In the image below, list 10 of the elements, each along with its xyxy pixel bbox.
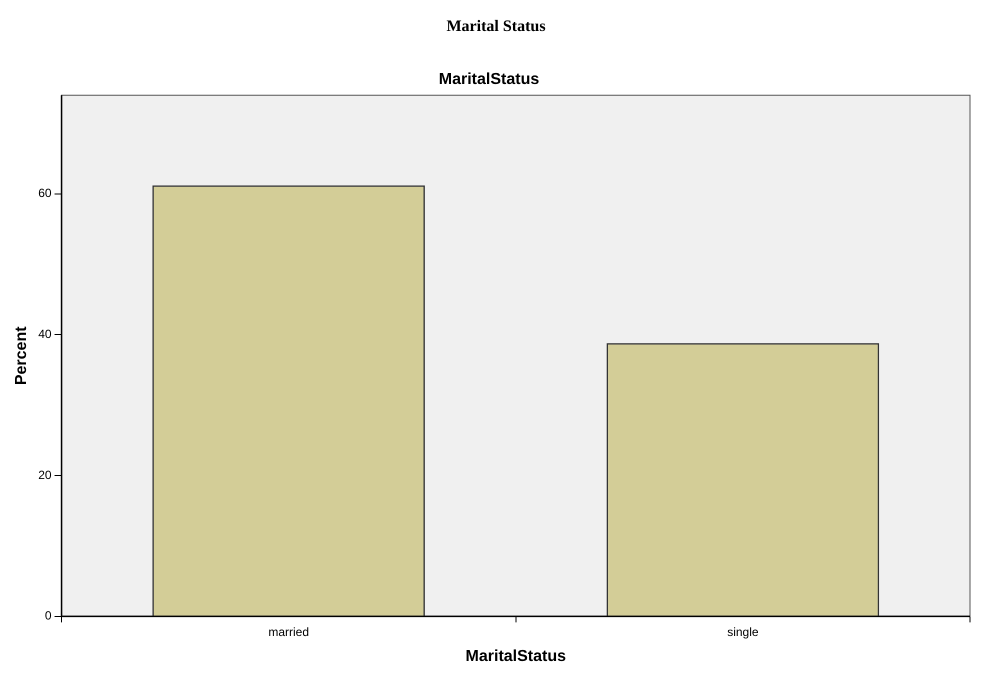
x-tick-label: married: [268, 624, 310, 639]
chart-subtitle: MaritalStatus: [438, 71, 540, 88]
y-tick-label: 60: [38, 186, 52, 200]
y-tick-label: 0: [44, 608, 52, 623]
y-axis-title: Percent: [13, 326, 30, 386]
y-tick-label: 20: [38, 468, 52, 482]
chart-title: Marital Status: [445, 18, 547, 36]
y-tick-label: 40: [38, 326, 52, 341]
x-axis-title: MaritalStatus: [466, 648, 566, 665]
x-tick-label: single: [727, 624, 759, 639]
